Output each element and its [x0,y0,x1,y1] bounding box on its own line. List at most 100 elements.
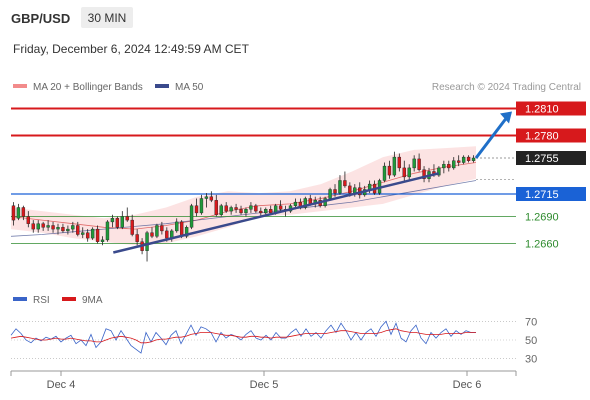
rsi-ma-legend-label: 9MA [82,295,103,306]
candle-body [179,221,184,237]
candle-body [407,167,411,178]
level-label-1.2810: 1.2810 [525,104,559,116]
candle-body [71,225,75,230]
candle-body [61,227,65,232]
candle-body [130,219,134,235]
candle-body [115,218,120,228]
candle-body [244,209,248,214]
rsi-legend-label: RSI [33,295,50,306]
ma50-legend-swatch [155,84,169,88]
candle-body [175,221,179,232]
level-label-1.2690: 1.2690 [525,212,559,224]
candle-body [422,169,426,179]
candle-body [229,207,233,212]
candle-body [125,216,129,221]
candle-body [224,205,228,212]
bollinger-legend-swatch [13,84,27,88]
trendline-group [113,111,512,254]
candle-body [264,209,268,214]
datetime-label: Friday, December 6, 2024 12:49:59 AM CET [13,42,250,56]
level-tag-1.2810 [516,101,586,116]
candle-body [76,225,80,235]
candle-body [31,223,35,230]
candle-body [219,205,223,215]
rsi-tick-30: 30 [525,354,537,366]
candle-body [194,205,199,214]
candle-body [16,207,21,219]
candle-body [135,234,139,242]
candle-body [11,205,16,221]
candle-body [85,232,90,239]
level-tag-1.2780 [516,128,586,143]
candle-body [56,227,60,230]
level-label-1.2715: 1.2715 [525,189,559,201]
candle-body [26,216,30,224]
candle-body [160,225,164,232]
credit-label: Research © 2024 Trading Central [432,82,581,93]
candle-body [51,225,55,230]
x-axis-labels: Dec 4 Dec 5 Dec 6 [47,371,482,391]
candle-body [382,165,387,181]
candle-body [81,232,85,235]
rsi-panel: 70 50 30 [10,316,537,366]
candle-body [452,160,456,169]
candle-body [417,158,421,170]
rsi-legend-swatch [13,297,27,301]
timeframe-label: 30 MIN [88,11,127,25]
candle-body [184,227,189,237]
candle-body [338,180,342,194]
x-label-0: Dec 4 [47,379,76,391]
bollinger-band-fill [11,146,476,246]
candle-body [249,205,253,210]
candle-body [471,157,476,161]
candle-body [155,225,159,237]
candle-body [100,239,105,242]
candle-body [293,201,298,206]
candlestick-series [11,151,476,262]
bollinger-mid-line [10,162,477,230]
candle-body [199,198,204,214]
candle-body [150,232,154,237]
candle-body [21,207,26,217]
candle-body [348,185,352,194]
candle-body [333,189,337,194]
candle-body [209,196,214,201]
rsi-tick-50: 50 [525,335,537,347]
pair-title: GBP/USD [11,11,70,26]
candle-body [110,218,115,223]
rsi-ma-line [10,328,476,344]
level-label-1.2780: 1.2780 [525,131,559,143]
candle-body [447,164,451,169]
candle-body [41,223,45,228]
ma50-legend-label: MA 50 [175,82,204,93]
candle-body [105,221,110,241]
candle-body [461,156,466,163]
candle-body [278,205,283,210]
candle-body [189,205,194,228]
candle-body [457,160,461,163]
candle-body [442,164,446,169]
bollinger-legend-label: MA 20 + Bollinger Bands [33,82,143,93]
candle-body [239,209,243,214]
price-level-tags: 1.2810 1.2780 1.2755 1.2715 1.2690 1.2660 [516,101,586,251]
candle-body [204,196,209,199]
support-trendline [113,172,440,254]
timeframe-badge[interactable] [81,7,133,28]
candle-body [66,228,70,232]
candle-body [328,189,332,199]
candle-body [254,205,258,212]
candle-body [95,228,100,242]
candle-body [412,158,416,169]
candle-body [90,228,95,239]
level-label-1.2755: 1.2755 [525,153,559,165]
candle-body [387,165,392,176]
candle-body [402,167,406,178]
level-label-1.2660: 1.2660 [525,239,559,251]
candle-body [466,156,471,161]
target-arrow-shaft [474,117,508,159]
candle-body [437,167,441,176]
candle-body [392,156,397,176]
candle-body [165,230,169,239]
x-label-2: Dec 6 [453,379,482,391]
candle-body [234,207,238,210]
